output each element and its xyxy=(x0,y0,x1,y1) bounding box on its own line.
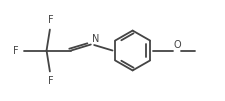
Text: N: N xyxy=(92,34,99,44)
Text: F: F xyxy=(48,76,54,86)
Text: F: F xyxy=(48,15,54,25)
Text: O: O xyxy=(173,39,181,49)
Text: F: F xyxy=(13,45,19,56)
